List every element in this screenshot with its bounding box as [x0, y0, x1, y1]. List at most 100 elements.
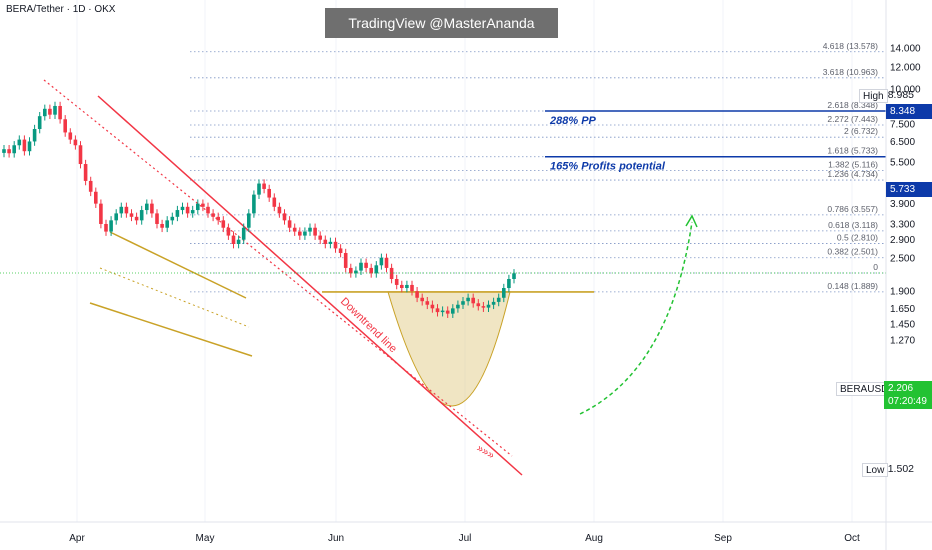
candle-body	[247, 213, 251, 228]
target-label: 288% PP	[549, 115, 597, 127]
candle-body	[211, 213, 215, 217]
candle-body	[83, 164, 88, 181]
fib-level-label: 1.382 (5.116)	[828, 160, 878, 170]
fib-level-label: 0.618 (3.118)	[828, 220, 878, 230]
candle-body	[338, 248, 343, 254]
time-tick-label: Apr	[69, 533, 85, 544]
channel-lower	[89, 302, 253, 357]
fib-level-label: 2.272 (7.443)	[827, 114, 878, 124]
candle-body	[354, 270, 358, 274]
candle-body	[379, 257, 384, 266]
candle-body	[323, 239, 328, 244]
candle-body	[104, 223, 108, 232]
price-tick-label: 1.900	[890, 287, 915, 298]
candle-body	[170, 216, 175, 221]
fib-levels: 4.618 (13.578) 3.618 (10.963) 2.618 (8.348…	[190, 41, 886, 293]
candle-body	[267, 188, 271, 198]
candle-body	[32, 129, 37, 142]
candle-body	[512, 273, 516, 280]
rounded-bottom-pattern	[387, 291, 511, 407]
price-tick-label: 2.500	[890, 253, 915, 264]
price-tick-label: 3.300	[890, 219, 915, 230]
candle-body	[180, 206, 185, 211]
fib-level-label: 1.618 (5.733)	[827, 146, 878, 156]
candle-body	[456, 304, 460, 309]
candle-body	[22, 139, 27, 152]
projection-arrowhead	[685, 214, 698, 228]
high-label: High	[859, 89, 888, 103]
candle-body	[369, 267, 373, 274]
vertical-grid	[76, 0, 853, 522]
price-tick-label: 6.500	[890, 137, 915, 148]
symbol-title[interactable]: BERA/Tether · 1D · OKX	[6, 4, 116, 15]
candle-body	[7, 149, 11, 154]
candle-body	[196, 203, 200, 211]
candle-body	[252, 194, 256, 214]
candle-body	[308, 227, 312, 232]
candle-body	[333, 241, 338, 249]
candle-body	[400, 284, 404, 289]
candle-body	[73, 139, 78, 146]
candle-body	[221, 220, 226, 228]
symbol-tag: BERAUSDT	[836, 382, 899, 396]
candle-body	[63, 119, 67, 133]
candle-body	[216, 216, 220, 221]
time-tick-label: May	[196, 533, 215, 544]
candle-body	[349, 267, 353, 274]
candle-body	[303, 231, 307, 236]
time-tick-label: Jul	[459, 533, 472, 544]
plot-area	[0, 0, 886, 522]
candle-body	[440, 310, 445, 313]
candle-body	[231, 235, 236, 244]
candlesticks	[0, 101, 886, 318]
candle-body	[405, 284, 409, 289]
candle-body	[313, 227, 317, 236]
candle-body	[384, 257, 389, 268]
candle-body	[318, 235, 322, 240]
candle-body	[12, 145, 16, 154]
time-tick-label: Oct	[844, 533, 860, 544]
bar-countdown: 07:20:49	[888, 396, 927, 407]
candle-body	[491, 301, 496, 305]
candle-body	[160, 223, 164, 228]
candle-body	[17, 139, 22, 146]
candle-body	[78, 145, 83, 165]
time-tick-label: Aug	[585, 533, 603, 544]
candle-body	[287, 220, 292, 228]
low-label: Low	[862, 463, 889, 477]
candle-body	[461, 301, 465, 305]
candle-body	[476, 303, 481, 307]
candle-body	[134, 216, 139, 221]
fib-level-label: 2.618 (8.348)	[827, 100, 878, 110]
fib-level-label: 0.148 (1.889)	[827, 281, 878, 291]
candle-body	[150, 203, 154, 214]
channel-middle	[99, 267, 250, 328]
target-price-tag: 8.348	[886, 104, 932, 119]
candle-body	[282, 213, 287, 221]
candle-body	[257, 183, 261, 195]
target-label: 165% Profits potential	[550, 161, 666, 173]
candle-body	[48, 108, 52, 115]
candle-body	[129, 213, 134, 217]
candle-body	[359, 262, 363, 271]
candle-body	[109, 220, 113, 232]
price-tick-label: 5.500	[890, 157, 915, 168]
candle-body	[415, 291, 419, 298]
candle-body	[165, 220, 169, 228]
candle-body	[292, 227, 297, 232]
candle-body	[394, 279, 399, 285]
candle-body	[43, 108, 47, 117]
time-axis[interactable]: Apr May Jun Jul Aug Sep Oct	[69, 533, 860, 544]
downtrend-line	[97, 95, 523, 476]
candle-body	[27, 141, 32, 152]
candle-body	[124, 206, 129, 214]
target-price-tag: 5.733	[886, 182, 932, 197]
candle-body	[343, 253, 348, 268]
candle-body	[99, 203, 103, 224]
channel-upper	[109, 231, 247, 299]
candle-body	[435, 308, 440, 313]
candle-body	[206, 206, 210, 214]
price-tick-label: 12.000	[890, 62, 921, 73]
fib-level-label: 0	[873, 262, 878, 272]
